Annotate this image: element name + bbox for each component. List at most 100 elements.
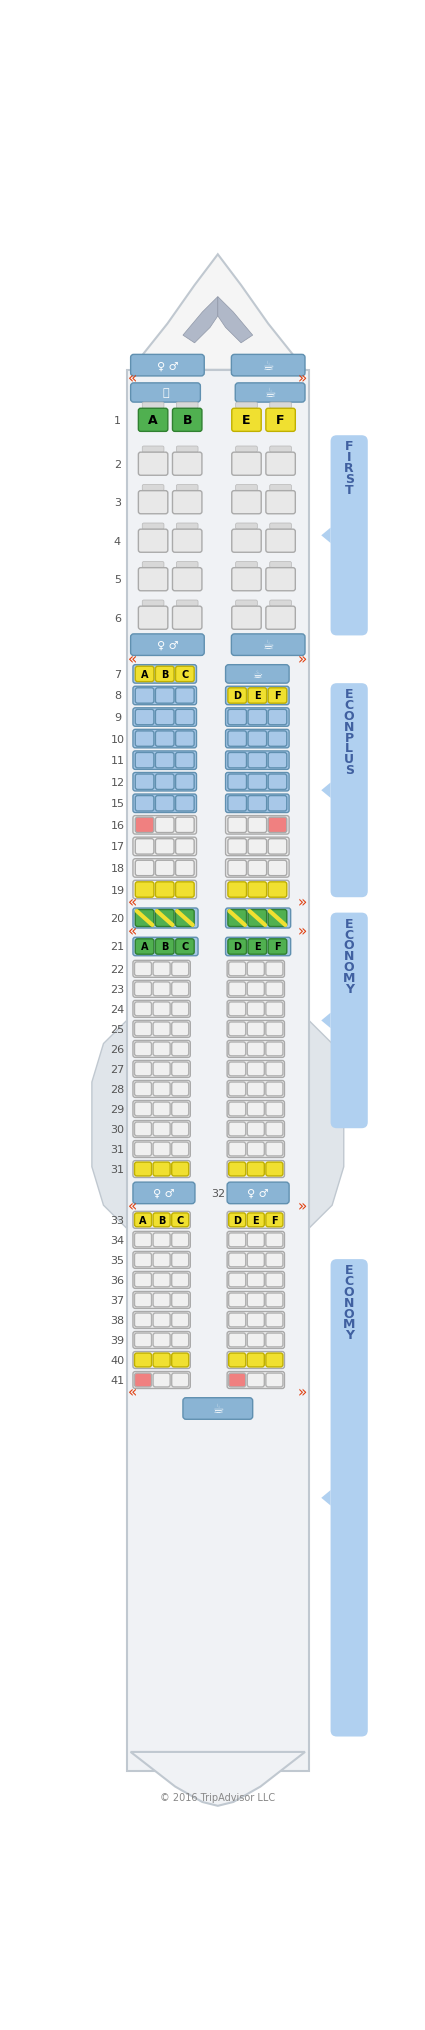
FancyBboxPatch shape [133,1141,190,1157]
FancyBboxPatch shape [133,938,198,956]
Text: ♀ ♂: ♀ ♂ [157,639,178,650]
FancyBboxPatch shape [247,1082,264,1096]
FancyBboxPatch shape [153,1143,170,1157]
FancyBboxPatch shape [226,816,289,834]
FancyBboxPatch shape [139,530,168,552]
FancyBboxPatch shape [176,838,194,855]
FancyBboxPatch shape [247,983,264,997]
FancyBboxPatch shape [268,838,287,855]
FancyBboxPatch shape [133,666,196,684]
Text: 22: 22 [110,964,125,974]
FancyBboxPatch shape [156,818,174,832]
Text: S: S [345,473,354,485]
FancyBboxPatch shape [268,688,287,704]
Text: F: F [345,441,354,453]
FancyBboxPatch shape [228,909,246,928]
FancyBboxPatch shape [270,485,292,491]
FancyBboxPatch shape [266,1334,283,1348]
Text: A: A [148,414,158,426]
FancyBboxPatch shape [135,909,154,928]
FancyBboxPatch shape [266,962,283,976]
Text: «: « [128,1384,138,1399]
Text: D: D [233,1216,241,1226]
Text: F: F [271,1216,278,1226]
FancyBboxPatch shape [331,436,368,635]
FancyBboxPatch shape [270,402,292,410]
FancyBboxPatch shape [266,607,295,629]
Text: 1: 1 [114,416,121,426]
FancyBboxPatch shape [266,1023,283,1035]
Text: 28: 28 [110,1084,125,1094]
Text: 31: 31 [110,1145,125,1155]
FancyBboxPatch shape [266,1143,283,1157]
FancyBboxPatch shape [133,773,196,792]
FancyBboxPatch shape [156,883,174,897]
Text: 4: 4 [114,536,121,546]
FancyBboxPatch shape [176,601,198,607]
Text: Y: Y [345,983,354,995]
FancyBboxPatch shape [266,1062,283,1076]
FancyBboxPatch shape [134,1163,152,1175]
FancyBboxPatch shape [130,355,204,378]
Text: 31: 31 [110,1165,125,1175]
FancyBboxPatch shape [135,688,154,704]
FancyBboxPatch shape [134,1214,152,1228]
FancyBboxPatch shape [226,938,291,956]
FancyBboxPatch shape [235,402,257,410]
Text: 3: 3 [114,497,121,508]
Polygon shape [130,256,305,371]
FancyBboxPatch shape [153,1123,170,1137]
Text: E: E [345,918,354,930]
Polygon shape [321,784,331,798]
FancyBboxPatch shape [139,410,168,432]
FancyBboxPatch shape [268,753,287,769]
FancyBboxPatch shape [153,1273,170,1287]
FancyBboxPatch shape [266,1102,283,1117]
Text: 15: 15 [110,800,125,808]
FancyBboxPatch shape [228,883,246,897]
FancyBboxPatch shape [248,883,266,897]
FancyBboxPatch shape [228,731,246,747]
Text: 7: 7 [114,670,121,680]
FancyBboxPatch shape [134,1334,152,1348]
Text: C: C [177,1216,184,1226]
Text: «: « [128,652,138,666]
FancyBboxPatch shape [134,1354,152,1368]
Text: 19: 19 [110,885,125,895]
FancyBboxPatch shape [135,883,154,897]
FancyBboxPatch shape [153,1354,170,1368]
Text: 26: 26 [110,1043,125,1054]
Text: 40: 40 [110,1356,125,1366]
FancyBboxPatch shape [173,607,202,629]
FancyBboxPatch shape [172,1062,189,1076]
FancyBboxPatch shape [268,909,287,928]
FancyBboxPatch shape [228,818,246,832]
Text: 18: 18 [110,863,125,873]
Text: S: S [345,763,354,777]
Text: E: E [252,1216,259,1226]
FancyBboxPatch shape [227,1183,289,1204]
FancyBboxPatch shape [227,1001,284,1017]
Text: 37: 37 [110,1295,125,1305]
FancyBboxPatch shape [176,775,194,790]
FancyBboxPatch shape [142,601,164,607]
Polygon shape [92,1021,127,1228]
FancyBboxPatch shape [247,1293,264,1307]
Text: 17: 17 [110,842,125,853]
Text: 41: 41 [110,1376,125,1384]
FancyBboxPatch shape [133,838,196,857]
FancyBboxPatch shape [176,524,198,530]
FancyBboxPatch shape [226,773,289,792]
FancyBboxPatch shape [172,1313,189,1328]
FancyBboxPatch shape [228,688,246,704]
Polygon shape [183,298,218,343]
Text: M: M [343,1317,355,1330]
FancyBboxPatch shape [227,1352,284,1368]
FancyBboxPatch shape [153,1293,170,1307]
FancyBboxPatch shape [135,710,154,725]
FancyBboxPatch shape [172,1253,189,1267]
FancyBboxPatch shape [133,1273,190,1289]
FancyBboxPatch shape [226,686,289,704]
FancyBboxPatch shape [135,731,154,747]
FancyBboxPatch shape [248,861,266,877]
